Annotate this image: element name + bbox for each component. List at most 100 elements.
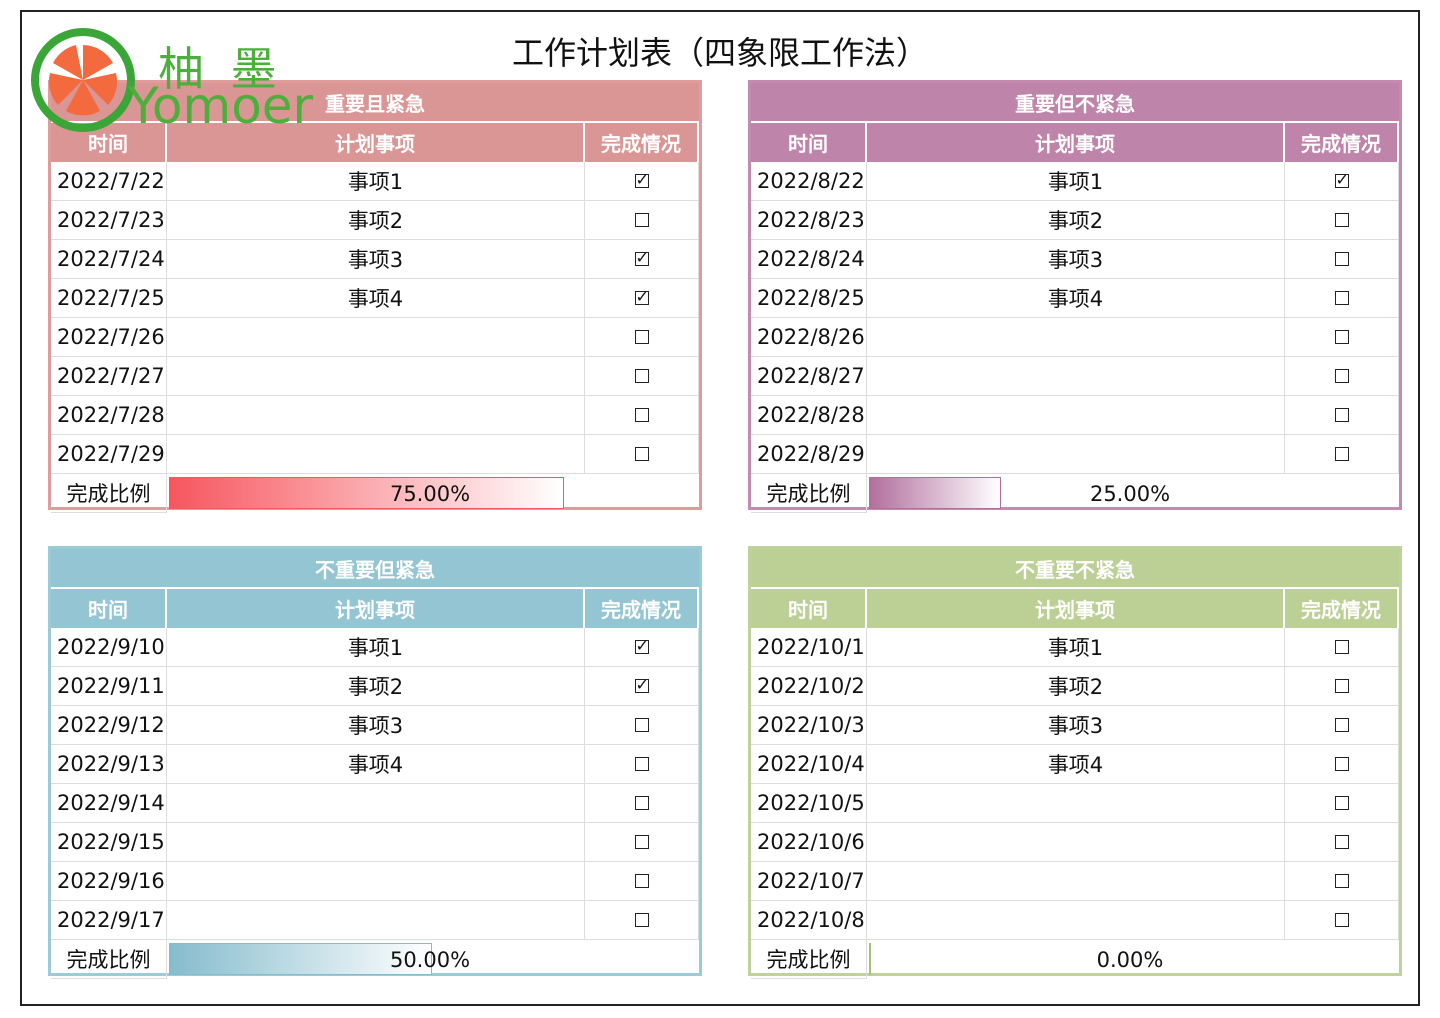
item-cell	[867, 318, 1285, 357]
item-cell	[867, 901, 1285, 940]
checkbox	[634, 408, 649, 422]
quadrant: 重要且紧急 时间 计划事项 完成情况 2022/7/22 事项1 ✓ 2022/7/23 事项2…	[48, 80, 702, 513]
status-cell: ✓	[585, 162, 699, 201]
column-header: 时间	[51, 589, 167, 628]
item-cell	[167, 435, 585, 474]
completion-value: 75.00%	[389, 481, 471, 506]
checkbox: ✓	[634, 248, 649, 267]
logo-en: Yomoer	[128, 77, 314, 135]
item-cell: 事项4	[167, 745, 585, 784]
status-cell	[1285, 240, 1399, 279]
item-cell: 事项1	[867, 162, 1285, 201]
quadrant: 重要但不紧急 时间 计划事项 完成情况 2022/8/22 事项1 ✓ 2022/8/23 事项…	[748, 80, 1402, 513]
date-cell: 2022/7/22	[51, 162, 167, 201]
item-cell	[867, 435, 1285, 474]
checkbox	[1334, 874, 1349, 888]
status-cell	[1285, 201, 1399, 240]
status-cell	[585, 745, 699, 784]
status-cell	[1285, 901, 1399, 940]
checkbox	[634, 835, 649, 849]
item-cell	[167, 901, 585, 940]
completion-value: 0.00%	[1096, 947, 1164, 972]
date-cell: 2022/8/27	[751, 357, 867, 396]
date-cell: 2022/7/25	[51, 279, 167, 318]
checkbox: ✓	[634, 287, 649, 306]
sheet-frame	[20, 10, 1420, 1006]
date-cell: 2022/8/26	[751, 318, 867, 357]
checkbox	[1334, 252, 1349, 266]
item-cell: 事项4	[867, 745, 1285, 784]
item-cell	[867, 862, 1285, 901]
completion-value: 25.00%	[1089, 481, 1171, 506]
item-cell: 事项4	[867, 279, 1285, 318]
page-title: 工作计划表（四象限工作法）	[511, 34, 928, 72]
checkbox: ✓	[1334, 170, 1349, 189]
status-cell	[1285, 628, 1399, 667]
column-header: 计划事项	[867, 123, 1285, 162]
item-cell: 事项4	[167, 279, 585, 318]
completion-label: 完成比例	[751, 940, 867, 979]
status-cell	[585, 706, 699, 745]
date-cell: 2022/9/14	[51, 784, 167, 823]
checkbox	[634, 213, 649, 227]
item-cell: 事项1	[867, 628, 1285, 667]
item-cell: 事项2	[867, 201, 1285, 240]
status-cell	[585, 823, 699, 862]
date-cell: 2022/8/24	[751, 240, 867, 279]
quadrant: 不重要不紧急 时间 计划事项 完成情况 2022/10/1 事项1 2022/10/2 事项2…	[748, 546, 1402, 979]
completion-bar	[169, 943, 432, 975]
item-cell	[867, 784, 1285, 823]
date-cell: 2022/8/25	[751, 279, 867, 318]
date-cell: 2022/9/11	[51, 667, 167, 706]
column-header: 完成情况	[1285, 123, 1399, 162]
date-cell: 2022/7/23	[51, 201, 167, 240]
status-cell: ✓	[585, 279, 699, 318]
item-cell	[167, 396, 585, 435]
logo: 柚 墨 Yomoer	[28, 25, 328, 140]
date-cell: 2022/9/17	[51, 901, 167, 940]
item-cell: 事项2	[167, 201, 585, 240]
status-cell	[1285, 435, 1399, 474]
checkbox: ✓	[634, 675, 649, 694]
status-cell	[585, 862, 699, 901]
date-cell: 2022/9/12	[51, 706, 167, 745]
status-cell	[1285, 667, 1399, 706]
column-header: 计划事项	[167, 123, 585, 162]
status-cell	[1285, 706, 1399, 745]
status-cell	[585, 901, 699, 940]
checkbox	[1334, 757, 1349, 771]
checkbox: ✓	[634, 170, 649, 189]
column-header: 完成情况	[1285, 589, 1399, 628]
column-header: 完成情况	[585, 589, 699, 628]
date-cell: 2022/9/10	[51, 628, 167, 667]
item-cell: 事项3	[867, 706, 1285, 745]
checkbox	[634, 330, 649, 344]
date-cell: 2022/9/13	[51, 745, 167, 784]
quadrant-title: 不重要但紧急	[51, 549, 699, 589]
date-cell: 2022/8/29	[751, 435, 867, 474]
date-cell: 2022/8/22	[751, 162, 867, 201]
completion-bar	[869, 477, 1001, 509]
date-cell: 2022/7/26	[51, 318, 167, 357]
checkbox	[634, 913, 649, 927]
quadrant-title: 不重要不紧急	[751, 549, 1399, 589]
quadrant: 不重要但紧急 时间 计划事项 完成情况 2022/9/10 事项1 ✓ 2022/9/11 事项…	[48, 546, 702, 979]
date-cell: 2022/10/4	[751, 745, 867, 784]
status-cell: ✓	[585, 667, 699, 706]
checkbox	[634, 757, 649, 771]
item-cell	[167, 357, 585, 396]
date-cell: 2022/10/5	[751, 784, 867, 823]
date-cell: 2022/10/8	[751, 901, 867, 940]
status-cell	[1285, 279, 1399, 318]
checkbox	[1334, 330, 1349, 344]
item-cell: 事项1	[167, 162, 585, 201]
item-cell: 事项1	[167, 628, 585, 667]
date-cell: 2022/7/24	[51, 240, 167, 279]
item-cell: 事项2	[867, 667, 1285, 706]
item-cell: 事项3	[867, 240, 1285, 279]
status-cell	[1285, 357, 1399, 396]
checkbox	[1334, 679, 1349, 693]
logo-icon	[31, 28, 135, 132]
status-cell: ✓	[1285, 162, 1399, 201]
